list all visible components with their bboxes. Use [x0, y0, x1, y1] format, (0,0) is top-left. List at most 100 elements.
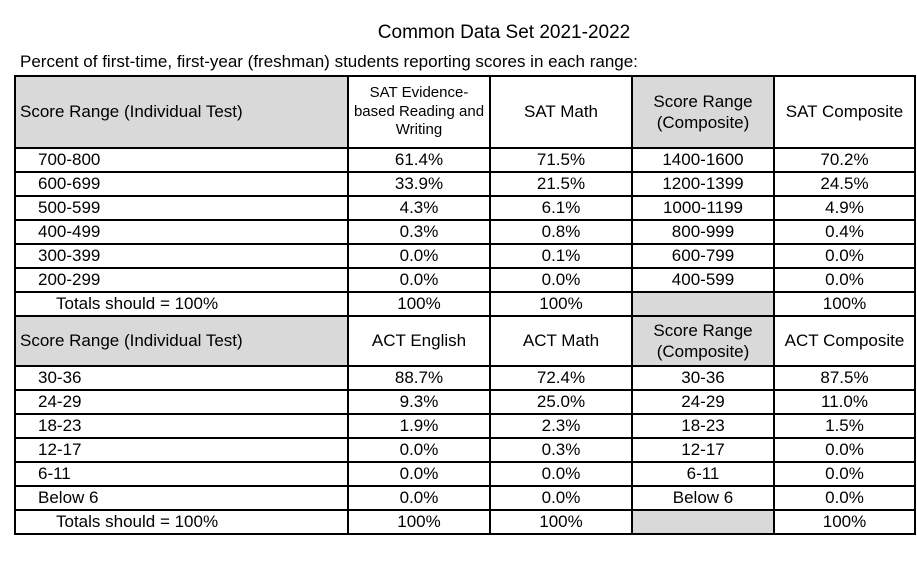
- header-cell: ACT Math: [489, 315, 633, 367]
- cell: 100%: [773, 291, 916, 317]
- cell: 30-36: [631, 365, 775, 391]
- cell: 500-599: [14, 195, 349, 221]
- cell: 400-599: [631, 267, 775, 293]
- cell: 87.5%: [773, 365, 916, 391]
- data-row: 6-11 0.0% 0.0% 6-11 0.0%: [14, 461, 916, 487]
- header-row: Score Range (Individual Test) SAT Evidenc…: [14, 75, 916, 149]
- cell: 30-36: [14, 365, 349, 391]
- cell: 400-499: [14, 219, 349, 245]
- cell: 0.0%: [773, 267, 916, 293]
- cell: 33.9%: [347, 171, 491, 197]
- cell: 24-29: [631, 389, 775, 415]
- cell: 61.4%: [347, 147, 491, 173]
- cell: 800-999: [631, 219, 775, 245]
- cell: 2.3%: [489, 413, 633, 439]
- cell: 100%: [347, 291, 491, 317]
- data-row: Totals should = 100% 100% 100% 100%: [14, 509, 916, 535]
- header-cell: ACT English: [347, 315, 491, 367]
- data-row: 300-399 0.0% 0.1% 600-799 0.0%: [14, 243, 916, 269]
- cell: 0.0%: [347, 267, 491, 293]
- cell: 0.0%: [489, 267, 633, 293]
- header-cell: SAT Composite: [773, 75, 916, 149]
- cell: [631, 291, 775, 317]
- cell: 0.3%: [489, 437, 633, 463]
- cell: 1000-1199: [631, 195, 775, 221]
- data-row: Totals should = 100% 100% 100% 100%: [14, 291, 916, 317]
- cell: 100%: [773, 509, 916, 535]
- header-cell: SAT Evidence-based Reading and Writing: [347, 75, 491, 149]
- cell: 0.4%: [773, 219, 916, 245]
- cell: 0.0%: [489, 461, 633, 487]
- data-row: 400-499 0.3% 0.8% 800-999 0.4%: [14, 219, 916, 245]
- cell: 200-299: [14, 267, 349, 293]
- cell: 0.1%: [489, 243, 633, 269]
- cell: 0.3%: [347, 219, 491, 245]
- cell: 300-399: [14, 243, 349, 269]
- score-table: Score Range (Individual Test) SAT Evidenc…: [14, 75, 916, 535]
- header-cell: ACT Composite: [773, 315, 916, 367]
- data-row: Below 6 0.0% 0.0% Below 6 0.0%: [14, 485, 916, 511]
- cell: 9.3%: [347, 389, 491, 415]
- cell: 6-11: [14, 461, 349, 487]
- cell: 25.0%: [489, 389, 633, 415]
- cell: 72.4%: [489, 365, 633, 391]
- cell: 0.0%: [347, 461, 491, 487]
- cell: Totals should = 100%: [14, 509, 349, 535]
- cell: 0.0%: [347, 485, 491, 511]
- cell: 0.0%: [773, 437, 916, 463]
- cell: 0.0%: [489, 485, 633, 511]
- cell: 100%: [489, 291, 633, 317]
- cell: 70.2%: [773, 147, 916, 173]
- cell: 1.5%: [773, 413, 916, 439]
- cell: 6-11: [631, 461, 775, 487]
- data-row: 18-23 1.9% 2.3% 18-23 1.5%: [14, 413, 916, 439]
- cell: 0.0%: [773, 243, 916, 269]
- cell: 700-800: [14, 147, 349, 173]
- cell: 71.5%: [489, 147, 633, 173]
- cell: 11.0%: [773, 389, 916, 415]
- data-row: 12-17 0.0% 0.3% 12-17 0.0%: [14, 437, 916, 463]
- header-cell: Score Range (Composite): [631, 315, 775, 367]
- cell: 18-23: [14, 413, 349, 439]
- header-cell: SAT Math: [489, 75, 633, 149]
- cell: 21.5%: [489, 171, 633, 197]
- cell: 6.1%: [489, 195, 633, 221]
- data-row: 600-699 33.9% 21.5% 1200-1399 24.5%: [14, 171, 916, 197]
- cell: 0.0%: [347, 437, 491, 463]
- cell: 1200-1399: [631, 171, 775, 197]
- cell: 24.5%: [773, 171, 916, 197]
- cell: 1.9%: [347, 413, 491, 439]
- cell: Totals should = 100%: [14, 291, 349, 317]
- cell: 600-699: [14, 171, 349, 197]
- cell: 0.8%: [489, 219, 633, 245]
- data-row: 700-800 61.4% 71.5% 1400-1600 70.2%: [14, 147, 916, 173]
- subtitle: Percent of first-time, first-year (fresh…: [20, 52, 638, 71]
- header-row: Score Range (Individual Test) ACT English…: [14, 315, 916, 367]
- data-row: 200-299 0.0% 0.0% 400-599 0.0%: [14, 267, 916, 293]
- cell: 4.3%: [347, 195, 491, 221]
- cell: 0.0%: [347, 243, 491, 269]
- cell: 88.7%: [347, 365, 491, 391]
- cell: 24-29: [14, 389, 349, 415]
- cell: 12-17: [14, 437, 349, 463]
- header-cell: Score Range (Composite): [631, 75, 775, 149]
- cell: 600-799: [631, 243, 775, 269]
- cell: 100%: [347, 509, 491, 535]
- cell: 12-17: [631, 437, 775, 463]
- data-row: 24-29 9.3% 25.0% 24-29 11.0%: [14, 389, 916, 415]
- cell: Below 6: [631, 485, 775, 511]
- cell: 1400-1600: [631, 147, 775, 173]
- cell: [631, 509, 775, 535]
- cell: 0.0%: [773, 461, 916, 487]
- cell: 100%: [489, 509, 633, 535]
- data-row: 500-599 4.3% 6.1% 1000-1199 4.9%: [14, 195, 916, 221]
- data-row: 30-36 88.7% 72.4% 30-36 87.5%: [14, 365, 916, 391]
- cell: Below 6: [14, 485, 349, 511]
- cell: 0.0%: [773, 485, 916, 511]
- title: Common Data Set 2021-2022: [377, 22, 631, 43]
- header-cell: Score Range (Individual Test): [14, 315, 349, 367]
- cell: 18-23: [631, 413, 775, 439]
- header-cell: Score Range (Individual Test): [14, 75, 349, 149]
- cell: 4.9%: [773, 195, 916, 221]
